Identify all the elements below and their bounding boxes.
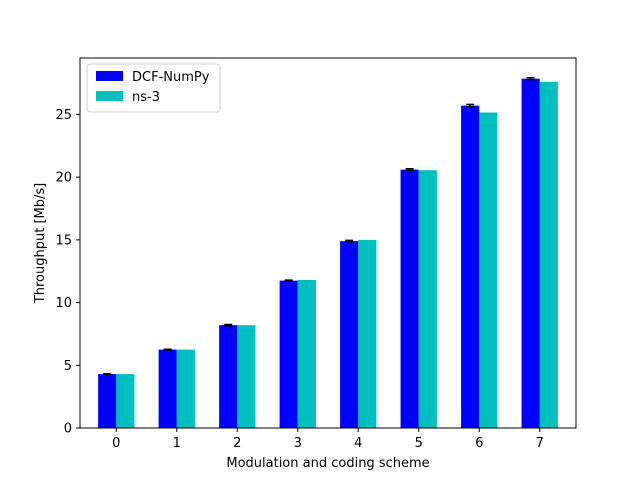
bar-s1-c1: [176, 349, 195, 428]
bar-s1-c2: [237, 325, 256, 428]
x-axis-label: Modulation and coding scheme: [226, 456, 429, 471]
bar-s1-c4: [358, 239, 377, 428]
y-tick-label-3: 15: [55, 233, 72, 248]
x-tick-label-4: 4: [354, 436, 362, 451]
bar-s1-c7: [539, 81, 558, 428]
x-tick-label-5: 5: [415, 436, 423, 451]
y-tick-label-2: 10: [55, 296, 72, 311]
bar-s0-c4: [340, 241, 359, 428]
y-tick-label-4: 20: [55, 171, 72, 186]
legend-label-0: DCF-NumPy: [132, 70, 210, 85]
bar-s1-c6: [479, 112, 498, 428]
legend: DCF-NumPy ns-3: [86, 63, 221, 113]
bar-s0-c6: [461, 105, 480, 429]
x-tick-label-6: 6: [475, 436, 483, 451]
bar-s0-c2: [219, 325, 238, 428]
x-tick-label-0: 0: [112, 436, 120, 451]
x-tick-label-2: 2: [233, 436, 241, 451]
x-tick-label-1: 1: [173, 436, 181, 451]
y-ticks-group: 0 5 10 15 20 25: [55, 108, 80, 437]
x-ticks-group: 0 1 2 3 4 5 6 7: [112, 428, 544, 451]
bar-s1-c0: [116, 374, 135, 428]
bars-group: [98, 78, 558, 429]
bar-s0-c1: [158, 349, 177, 428]
errorbars-group: [103, 76, 535, 376]
legend-label-1: ns-3: [132, 90, 160, 105]
bar-s1-c5: [418, 170, 437, 428]
bar-s0-c5: [400, 169, 419, 428]
bar-s0-c0: [98, 374, 117, 428]
bar-s0-c7: [521, 78, 540, 428]
y-tick-label-1: 5: [64, 359, 72, 374]
bar-s1-c3: [297, 280, 316, 428]
y-axis-label: Throughput [Mb/s]: [33, 183, 48, 304]
legend-swatch-1: [96, 91, 123, 101]
legend-swatch-0: [96, 71, 123, 81]
x-tick-label-7: 7: [536, 436, 544, 451]
y-tick-label-0: 0: [64, 422, 72, 437]
x-tick-label-3: 3: [294, 436, 302, 451]
plot-frame: [79, 57, 577, 429]
bar-s0-c3: [279, 280, 298, 428]
y-tick-label-5: 25: [55, 108, 72, 123]
